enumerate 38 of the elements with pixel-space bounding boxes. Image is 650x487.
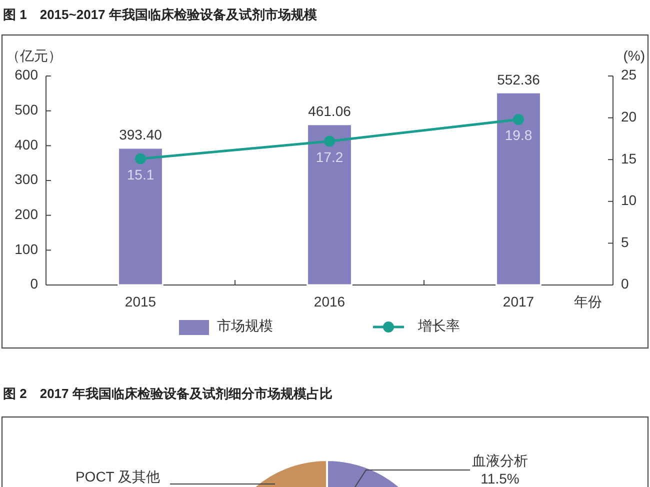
text: 图 2 2017 年我国临床检验设备及试剂细分市场规模占比 xyxy=(3,386,332,401)
y-axis-title: （亿元） xyxy=(6,48,62,64)
data-label: 393.40 xyxy=(119,126,162,143)
y-tick-label: 200 xyxy=(14,206,38,222)
text: POCT 及其他 xyxy=(75,468,160,485)
y-tick-label: 100 xyxy=(14,240,38,257)
y-tick-label: 300 xyxy=(14,171,38,188)
y2-tick-label: 5 xyxy=(621,234,629,250)
chart-title: 图 1 2015~2017 年我国临床检验设备及试剂市场规模 xyxy=(3,7,317,22)
x-tick-label: 2015 xyxy=(124,294,156,310)
y2-tick-label: 10 xyxy=(621,192,637,208)
x-tick-label: 2016 xyxy=(314,294,346,310)
bar xyxy=(306,124,352,286)
y2-tick-label: 0 xyxy=(621,276,629,292)
point xyxy=(513,114,524,125)
y2-tick-label: 15 xyxy=(621,150,637,166)
x-axis-title: 年份 xyxy=(574,294,602,310)
y2-axis-title: (%) xyxy=(623,48,645,64)
data-label: 17.2 xyxy=(316,148,344,165)
point xyxy=(135,153,146,164)
bar xyxy=(496,92,542,286)
y-tick-label: 500 xyxy=(14,102,38,118)
y2-tick-label: 25 xyxy=(621,66,637,83)
bar xyxy=(118,147,164,286)
y-tick-label: 400 xyxy=(14,136,38,152)
data-label: 552.36 xyxy=(497,71,540,88)
y-tick-label: 600 xyxy=(14,66,38,83)
data-label: 15.1 xyxy=(126,166,154,182)
text: 11.5% xyxy=(480,470,520,487)
legend-label: 市场规模 xyxy=(217,318,273,334)
y-tick-label: 0 xyxy=(30,276,38,292)
x-tick-label: 2017 xyxy=(502,294,534,310)
point xyxy=(324,136,335,147)
y2-tick-label: 20 xyxy=(621,108,637,125)
data-label: 461.06 xyxy=(308,103,352,120)
text: 血液分析 xyxy=(472,452,528,469)
legend-label: 增长率 xyxy=(417,318,460,334)
data-label: 19.8 xyxy=(504,127,532,144)
